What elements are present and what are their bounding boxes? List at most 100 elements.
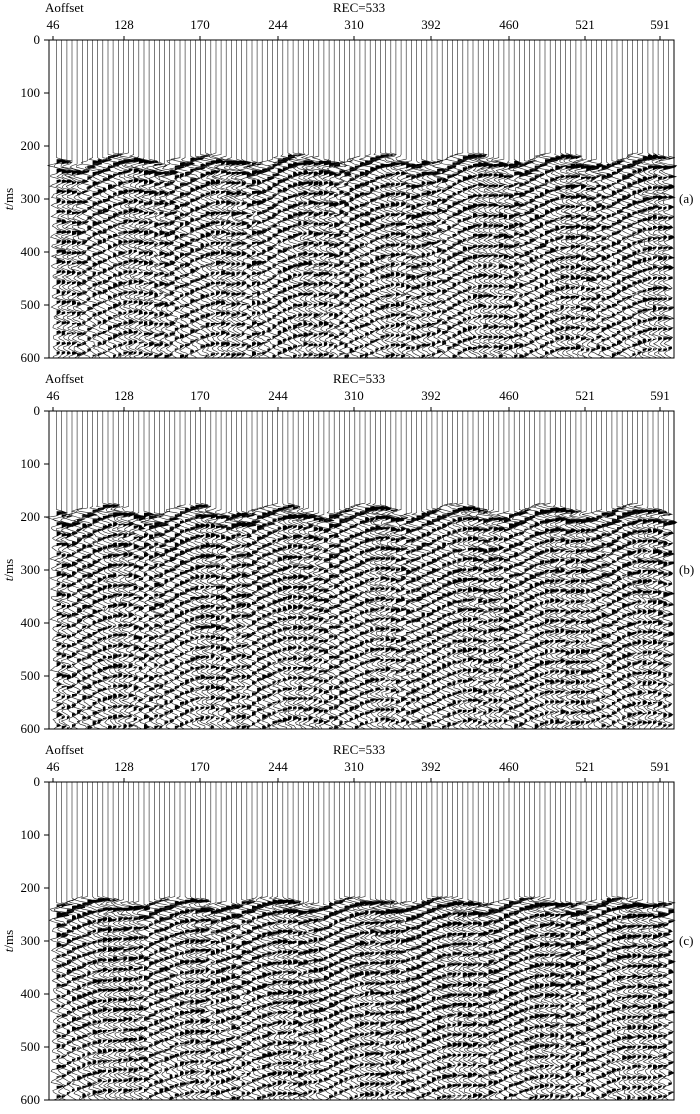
- trace-peak-fill: [236, 674, 241, 679]
- trace-peak-fill: [375, 176, 381, 180]
- trace-peak-fill: [287, 316, 293, 320]
- trace-peak-fill: [313, 343, 318, 347]
- trace-peak-fill: [97, 528, 105, 532]
- trace-peak-fill: [303, 170, 309, 176]
- trace-peak-fill: [534, 337, 540, 341]
- trace-peak-fill: [581, 316, 585, 320]
- trace-peak-fill: [550, 598, 555, 604]
- seismic-trace: [247, 411, 265, 730]
- trace-peak-fill: [257, 230, 264, 236]
- trace-peak-fill: [128, 573, 133, 578]
- trace-peak-fill: [205, 665, 209, 669]
- trace-peak-fill: [339, 291, 344, 295]
- trace-peak-fill: [663, 348, 667, 352]
- trace-peak-fill: [210, 574, 218, 578]
- seismic-trace: [46, 411, 68, 730]
- trace-peak-fill: [210, 624, 217, 629]
- seismic-trace: [86, 40, 107, 359]
- trace-peak-fill: [200, 686, 204, 690]
- trace-peak-fill: [606, 265, 610, 269]
- trace-peak-fill: [406, 539, 412, 543]
- trace-peak-fill: [503, 276, 509, 281]
- trace-peak-fill: [421, 655, 426, 659]
- trace-peak-fill: [92, 641, 98, 645]
- trace-peak-fill: [457, 340, 463, 344]
- trace-peak-fill: [457, 640, 464, 644]
- trace-peak-fill: [426, 354, 431, 357]
- trace-peak-fill: [601, 186, 607, 191]
- trace-peak-fill: [144, 593, 148, 597]
- trace-peak-fill: [308, 667, 313, 671]
- trace-peak-fill: [61, 311, 65, 316]
- trace-peak-fill: [298, 574, 305, 580]
- trace-peak-fill: [277, 547, 283, 551]
- trace-peak-fill: [344, 578, 350, 582]
- trace-peak-fill: [123, 724, 127, 729]
- trace-peak-fill: [555, 558, 559, 562]
- trace-peak-fill: [180, 713, 185, 717]
- trace-peak-fill: [421, 160, 430, 166]
- trace-peak-fill: [318, 689, 323, 694]
- trace-peak-fill: [195, 697, 200, 701]
- trace-peak-fill: [323, 700, 329, 704]
- trace-peak-fill: [663, 246, 669, 250]
- trace-peak-fill: [210, 605, 215, 609]
- trace-peak-fill: [231, 222, 235, 226]
- trace-peak-fill: [457, 538, 462, 543]
- trace-peak-fill: [287, 286, 293, 290]
- trace-peak-fill: [575, 164, 584, 169]
- trace-peak-fill: [539, 652, 545, 656]
- trace-peak-fill: [586, 197, 592, 201]
- trace-peak-fill: [82, 555, 88, 559]
- trace-peak-fill: [591, 308, 595, 312]
- trace-peak-fill: [601, 644, 609, 648]
- trace-peak-fill: [133, 617, 137, 621]
- trace-peak-fill: [138, 159, 149, 164]
- trace-peak-fill: [565, 307, 570, 309]
- trace-peak-fill: [550, 300, 554, 303]
- trace-peak-fill: [401, 354, 405, 358]
- trace-peak-fill: [200, 706, 205, 710]
- trace-peak-fill: [498, 698, 503, 702]
- trace-peak-fill: [442, 321, 448, 325]
- trace-peak-fill: [164, 213, 171, 217]
- trace-peak-fill: [298, 313, 302, 317]
- trace-peak-fill: [663, 186, 669, 191]
- trace-peak-fill: [426, 643, 432, 647]
- trace-peak-fill: [293, 565, 299, 569]
- trace-peak-fill: [581, 276, 586, 281]
- trace-peak-fill: [236, 302, 241, 306]
- seismic-trace: [295, 411, 313, 730]
- trace-peak-fill: [344, 649, 350, 653]
- trace-peak-fill: [313, 294, 317, 298]
- trace-peak-fill: [395, 202, 400, 207]
- trace-peak-fill: [570, 205, 576, 209]
- trace-peak-fill: [493, 698, 498, 704]
- trace-peak-fill: [570, 589, 576, 594]
- trace-peak-fill: [221, 566, 225, 570]
- trace-peak-fill: [390, 334, 394, 338]
- trace-peak-fill: [118, 684, 124, 688]
- trace-peak-fill: [586, 619, 592, 625]
- trace-peak-fill: [663, 157, 670, 160]
- trace-peak-fill: [411, 538, 416, 543]
- trace-peak-fill: [329, 625, 335, 629]
- trace-peak-fill: [581, 195, 587, 199]
- trace-peak-fill: [555, 700, 561, 704]
- trace-peak-fill: [426, 663, 431, 667]
- trace-peak-fill: [149, 515, 157, 520]
- trace-peak-fill: [586, 207, 591, 212]
- trace-peak-fill: [200, 254, 206, 260]
- trace-peak-fill: [560, 528, 567, 532]
- trace-peak-fill: [431, 640, 436, 644]
- trace-peak-fill: [334, 305, 342, 308]
- trace-peak-fill: [308, 514, 318, 520]
- trace-peak-fill: [581, 700, 585, 706]
- trace-peak-fill: [380, 275, 386, 279]
- trace-peak-fill: [545, 711, 549, 715]
- trace-peak-fill: [205, 706, 210, 710]
- trace-peak-fill: [503, 315, 510, 320]
- trace-peak-fill: [483, 294, 490, 298]
- trace-peak-fill: [293, 595, 298, 599]
- trace-peak-fill: [236, 323, 242, 327]
